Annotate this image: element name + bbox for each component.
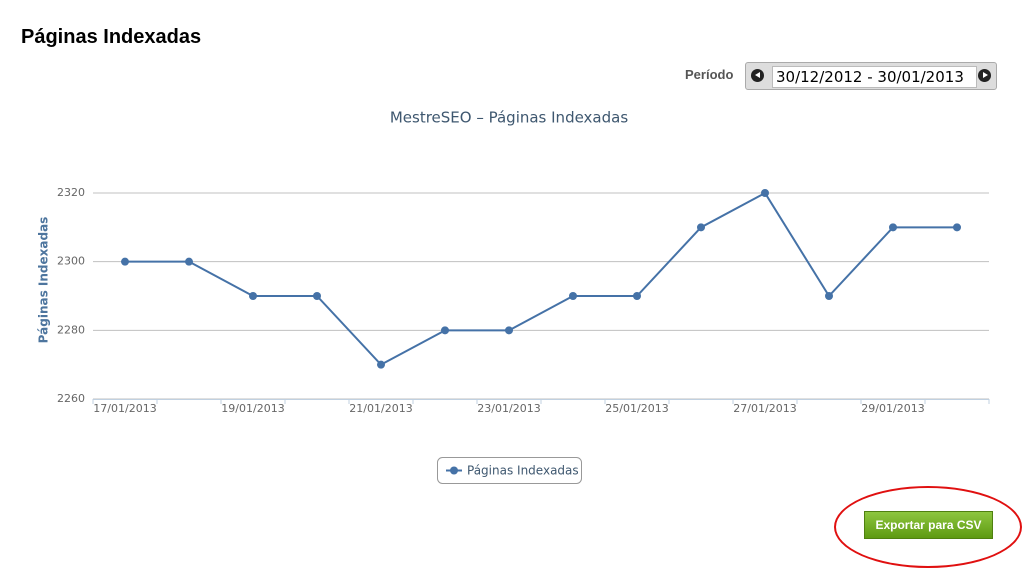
legend-box <box>437 457 582 484</box>
data-point <box>313 292 321 300</box>
x-tick-label: 23/01/2013 <box>477 402 540 415</box>
period-input[interactable]: 30/12/2012 - 30/01/2013 <box>772 66 977 88</box>
highlight-annotation <box>834 486 1022 568</box>
data-point <box>569 292 577 300</box>
x-tick-label: 27/01/2013 <box>733 402 796 415</box>
page-title: Páginas Indexadas <box>21 26 202 48</box>
legend-label: Páginas Indexadas <box>467 464 579 478</box>
data-point <box>825 292 833 300</box>
data-point <box>633 292 641 300</box>
y-tick-label: 2280 <box>57 323 85 336</box>
data-point <box>697 223 705 232</box>
y-tick-label: 2260 <box>57 392 85 405</box>
chart-title: MestreSEO – Páginas Indexadas <box>390 109 629 127</box>
data-point <box>249 292 257 300</box>
period-picker: 30/12/2012 - 30/01/2013 <box>745 62 997 90</box>
data-point <box>441 326 449 335</box>
data-point <box>953 223 961 232</box>
data-point <box>377 360 385 369</box>
y-tick-label: 2320 <box>57 186 85 199</box>
prev-button[interactable] <box>751 69 764 82</box>
data-point <box>121 257 129 266</box>
x-tick-label: 17/01/2013 <box>93 402 156 415</box>
x-tick-label: 25/01/2013 <box>605 402 668 415</box>
y-tick-label: 2300 <box>57 255 85 268</box>
y-axis-title: Páginas Indexadas <box>37 217 51 344</box>
data-point <box>761 189 769 197</box>
series-line <box>125 191 957 366</box>
legend-marker <box>450 466 458 475</box>
data-point <box>505 326 513 335</box>
period-label: Período <box>685 67 734 82</box>
data-point <box>185 257 193 266</box>
x-tick-label: 29/01/2013 <box>861 402 924 415</box>
data-point <box>889 223 897 232</box>
x-tick-label: 19/01/2013 <box>221 402 284 415</box>
x-tick-label: 21/01/2013 <box>349 402 412 415</box>
next-button[interactable] <box>978 69 991 82</box>
